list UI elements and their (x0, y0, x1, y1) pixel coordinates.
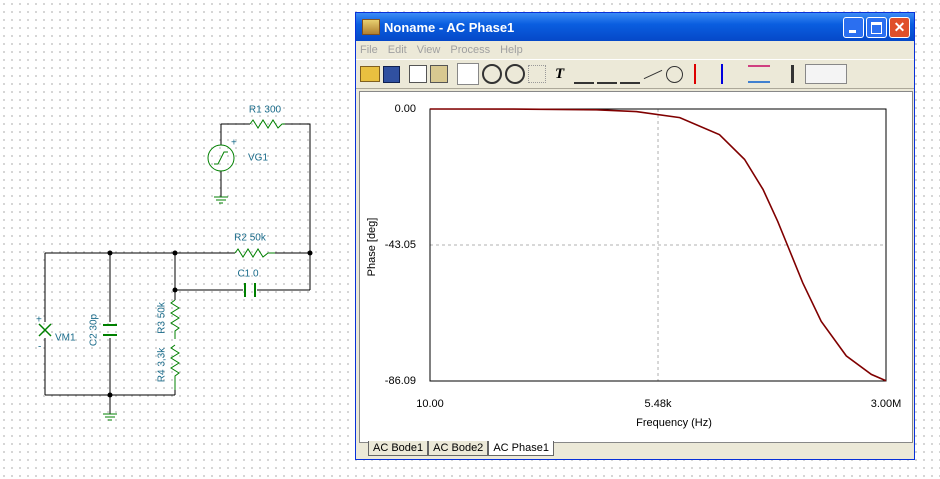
app-icon (362, 19, 380, 35)
tool-button[interactable] (574, 64, 594, 84)
line-button[interactable] (643, 69, 663, 79)
circle-button[interactable] (666, 65, 683, 83)
tab-bar: AC Bode1 AC Bode2 AC Phase1 (368, 441, 554, 456)
cursor-b-button[interactable] (721, 64, 745, 84)
resistor-r2 (234, 248, 275, 258)
menu-item[interactable]: Process (450, 44, 491, 56)
window-title: Noname - AC Phase1 (384, 19, 515, 35)
capacitor-c1 (244, 283, 256, 297)
zoom-out-button[interactable] (505, 64, 525, 84)
menu-bar: File Edit View Process Help (356, 41, 914, 59)
source-symbol (214, 151, 228, 165)
source-vg1 (207, 144, 235, 172)
label: + (36, 315, 42, 326)
chart: Frequency (Hz) Phase [deg] 0.00 -43.05 -86… (366, 103, 902, 429)
menu-item[interactable]: View (416, 44, 441, 56)
label: VG1 (248, 153, 268, 164)
label: R3 50k (157, 301, 168, 334)
paste-button[interactable] (430, 65, 448, 83)
toolbar: T (356, 59, 914, 89)
grounds (103, 196, 228, 421)
y-tick-label: -86.09 (385, 375, 416, 387)
data-line (429, 108, 887, 382)
label: VM1 (55, 333, 76, 344)
maximize-button[interactable] (866, 16, 887, 38)
label: R4 3,3k (157, 347, 168, 382)
menu-item[interactable]: Help (500, 44, 523, 56)
grid-button[interactable] (528, 65, 546, 83)
label: R1 300 (249, 105, 282, 116)
menu-item[interactable]: Edit (387, 44, 407, 56)
text-button[interactable]: T (555, 66, 565, 82)
curves-button[interactable] (748, 65, 770, 83)
x-axis-title: Frequency (Hz) (636, 417, 712, 429)
tool-button[interactable] (620, 64, 640, 84)
open-button[interactable] (360, 66, 380, 82)
chart-panel: Frequency (Hz) Phase [deg] 0.00 -43.05 -86… (359, 91, 913, 443)
y-tick-label: -43.05 (385, 239, 416, 251)
title-bar: Noname - AC Phase1 ✕ (356, 13, 914, 41)
label: C2 30p (89, 313, 100, 346)
x-tick-label: 5.48k (645, 398, 672, 410)
zoom-in-button[interactable] (482, 64, 502, 84)
save-button[interactable] (383, 65, 400, 83)
tool-button[interactable] (597, 64, 617, 84)
close-button[interactable]: ✕ (889, 16, 910, 38)
select-button[interactable] (457, 63, 479, 85)
plot-frame (429, 108, 887, 382)
wires (44, 123, 311, 414)
resistor-r3 (170, 299, 180, 339)
label: + (231, 138, 237, 149)
label: - (38, 342, 41, 353)
minimize-button[interactable] (843, 16, 864, 38)
probe-button[interactable] (773, 65, 794, 83)
capacitor-c2 (103, 324, 117, 336)
y-tick-label: 0.00 (395, 103, 416, 115)
nodes (107, 250, 313, 398)
label: R2 50k (234, 233, 267, 244)
label: C1 0 (237, 269, 259, 280)
x-tick-label: 3.00M (871, 398, 902, 410)
scroll-buttons[interactable] (805, 64, 847, 84)
copy-button[interactable] (409, 65, 427, 83)
meter-vm1 (38, 323, 52, 337)
x-tick-label: 10.00 (416, 398, 444, 410)
tab[interactable]: AC Bode1 (368, 441, 429, 456)
menu-item[interactable]: File (360, 44, 378, 56)
resistor-r1 (249, 119, 285, 129)
window: Noname - AC Phase1 ✕ File Edit View Process… (355, 12, 915, 460)
tab[interactable]: AC Phase1 (488, 441, 554, 456)
resistor-r4 (170, 344, 180, 390)
tab[interactable]: AC Bode2 (428, 441, 489, 456)
y-axis-title: Phase [deg] (366, 218, 378, 277)
cursor-a-button[interactable] (694, 64, 718, 84)
